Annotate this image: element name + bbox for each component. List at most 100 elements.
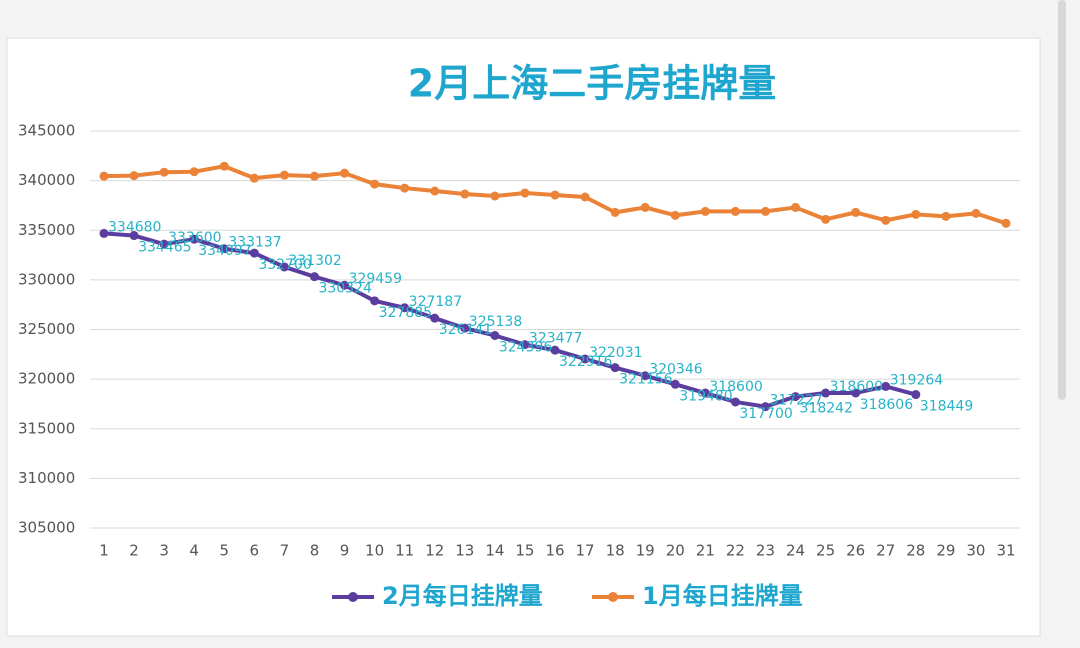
x-tick-label: 20 [666, 542, 685, 560]
data-point [1001, 218, 1011, 228]
data-point [189, 234, 199, 244]
data-point [580, 354, 590, 364]
legend-label: 1月每日挂牌量 [642, 582, 803, 610]
data-point [640, 202, 650, 212]
data-point [730, 397, 740, 407]
x-tick-label: 1 [99, 542, 109, 560]
data-point [370, 179, 380, 189]
series-line [103, 231, 917, 409]
data-point [129, 171, 139, 181]
data-label: 333137 [228, 235, 281, 251]
data-point [550, 190, 560, 200]
data-point [520, 340, 530, 350]
data-label: 318606 [860, 397, 914, 413]
data-label: 318449 [920, 399, 973, 415]
x-tick-label: 13 [455, 542, 474, 560]
x-tick-label: 28 [906, 542, 925, 560]
data-point [490, 330, 500, 340]
x-tick-label: 27 [876, 542, 895, 560]
data-label: 322031 [589, 345, 642, 361]
data-label: 317227 [769, 393, 822, 409]
data-point [340, 168, 350, 178]
legend-marker [348, 592, 358, 602]
x-tick-label: 2 [129, 542, 139, 560]
data-point [99, 171, 109, 181]
x-tick-label: 26 [846, 542, 865, 560]
data-point [610, 207, 620, 217]
data-point [430, 313, 440, 323]
x-tick-label: 7 [280, 542, 290, 560]
data-label: 327187 [409, 294, 462, 310]
data-point [249, 173, 259, 183]
data-label: 334680 [108, 219, 161, 235]
chart-title: 2月上海二手房挂牌量 [408, 62, 776, 106]
data-label: 333600 [168, 230, 221, 246]
data-label: 330324 [318, 281, 372, 297]
data-label: 318600 [830, 379, 883, 395]
data-label: 317700 [739, 406, 792, 422]
data-point [279, 262, 289, 272]
data-point [309, 171, 319, 181]
data-point [219, 244, 229, 254]
data-label: 327885 [379, 305, 432, 321]
data-point [851, 207, 861, 217]
x-tick-label: 3 [159, 542, 169, 560]
data-point [640, 371, 650, 381]
data-label: 323477 [529, 331, 582, 347]
data-point [400, 183, 410, 193]
x-tick-label: 23 [756, 542, 775, 560]
data-point [791, 392, 801, 402]
data-label: 318600 [709, 379, 762, 395]
data-point [700, 388, 710, 398]
x-tick-label: 21 [696, 542, 715, 560]
data-label: 334097 [198, 243, 251, 259]
data-label: 326141 [439, 322, 492, 338]
x-tick-label: 22 [726, 542, 745, 560]
y-tick-label: 345000 [18, 122, 75, 140]
y-tick-label: 340000 [18, 171, 75, 189]
data-point [279, 170, 289, 180]
scrollbar [1058, 0, 1066, 400]
data-point [760, 206, 770, 216]
y-tick-label: 330000 [18, 270, 75, 288]
y-tick-label: 325000 [18, 320, 75, 338]
data-point [370, 296, 380, 306]
legend-label: 2月每日挂牌量 [382, 582, 543, 610]
data-label: 325138 [469, 314, 522, 330]
data-point [911, 209, 921, 219]
data-label: 318242 [800, 401, 853, 417]
data-label: 319264 [890, 372, 944, 388]
x-tick-label: 14 [485, 542, 504, 560]
x-tick-label: 19 [636, 542, 655, 560]
data-point [911, 390, 921, 400]
x-tick-label: 5 [219, 542, 229, 560]
data-point [520, 188, 530, 198]
data-label: 322916 [559, 354, 613, 370]
y-tick-label: 335000 [18, 221, 75, 239]
x-tick-label: 31 [996, 542, 1015, 560]
data-point [400, 303, 410, 313]
data-point [881, 215, 891, 225]
data-point [821, 388, 831, 398]
chart-card [6, 37, 1041, 637]
x-tick-label: 4 [189, 542, 199, 560]
x-tick-label: 8 [310, 542, 320, 560]
data-point [490, 191, 500, 201]
y-tick-label: 315000 [18, 419, 75, 437]
data-point [550, 345, 560, 355]
y-tick-label: 320000 [18, 370, 75, 388]
data-point [460, 189, 470, 199]
data-label: 320346 [649, 362, 703, 378]
data-label: 332700 [258, 257, 311, 273]
data-point [159, 239, 169, 249]
data-label: 334465 [138, 240, 191, 256]
x-tick-label: 17 [576, 542, 595, 560]
data-point [730, 206, 740, 216]
data-point [971, 208, 981, 218]
x-tick-label: 12 [425, 542, 444, 560]
data-point [941, 211, 951, 221]
data-label: 321156 [619, 372, 673, 388]
y-tick-label: 310000 [18, 469, 75, 487]
data-point [340, 280, 350, 290]
